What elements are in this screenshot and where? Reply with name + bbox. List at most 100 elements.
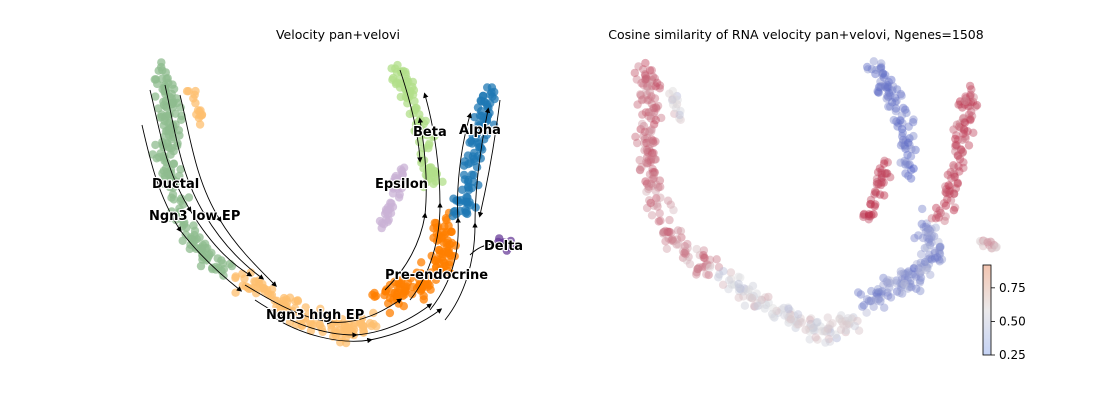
scatter-point — [873, 285, 883, 294]
scatter-point — [701, 262, 710, 271]
scatter-point — [286, 307, 295, 317]
scatter-point — [940, 216, 949, 226]
scatter-point — [641, 58, 650, 68]
scatter-point — [643, 96, 652, 105]
scatter-point — [896, 279, 905, 288]
scatter-point — [636, 125, 645, 134]
scatter-point — [784, 313, 793, 322]
scatter-point — [727, 280, 737, 289]
scatter-point — [755, 300, 764, 310]
scatter-point — [884, 77, 893, 87]
scatter-point — [735, 286, 744, 296]
scatter-point — [900, 140, 909, 150]
scatter-point — [648, 136, 658, 145]
scatter-point — [951, 140, 960, 149]
scatter-point — [752, 289, 761, 298]
scatter-point — [989, 240, 999, 250]
scatter-point — [823, 324, 832, 333]
scatter-point — [901, 144, 910, 153]
scatter-point — [825, 337, 835, 346]
colorbar: 0.25 0.50 0.75 — [982, 264, 1026, 362]
streamline — [469, 242, 508, 256]
scatter-point — [743, 287, 752, 296]
scatter-point — [960, 117, 969, 127]
scatter-point — [872, 291, 881, 300]
scatter-point — [863, 62, 872, 72]
scatter-point — [749, 291, 758, 301]
scatter-point — [305, 318, 315, 327]
scatter-point — [634, 62, 643, 71]
scatter-point — [293, 296, 303, 306]
scatter-point — [949, 206, 959, 215]
scatter-point — [844, 314, 853, 323]
scatter-point — [375, 216, 385, 226]
scatter-point — [429, 233, 438, 243]
velocity-streamlines — [141, 69, 508, 344]
scatter-point — [872, 288, 881, 297]
scatter-point — [790, 311, 799, 320]
scatter-point — [927, 214, 936, 223]
streamline — [141, 124, 243, 292]
scatter-point — [949, 189, 959, 198]
scatter-point — [960, 97, 969, 106]
scatter-point — [647, 92, 656, 101]
scatter-point — [864, 215, 873, 224]
scatter-point — [898, 139, 907, 148]
scatter-point — [665, 89, 674, 98]
scatter-point — [878, 69, 888, 78]
scatter-point — [876, 82, 885, 91]
scatter-point — [867, 210, 876, 220]
scatter-point — [641, 75, 650, 84]
scatter-point — [897, 111, 907, 120]
scatter-point — [177, 194, 186, 203]
scatter-point — [875, 64, 884, 74]
scatter-point — [925, 226, 935, 235]
scatter-point — [892, 276, 901, 285]
scatter-point — [637, 95, 647, 105]
scatter-point — [680, 242, 689, 251]
scatter-point — [472, 163, 482, 172]
scatter-point — [955, 97, 965, 106]
scatter-point — [645, 196, 654, 205]
scatter-point — [961, 96, 970, 106]
scatter-point — [883, 82, 892, 92]
scatter-point — [667, 228, 676, 238]
scatter-point — [724, 284, 733, 294]
scatter-point — [963, 127, 972, 136]
scatter-point — [944, 187, 953, 196]
scatter-point — [964, 110, 974, 119]
scatter-point — [805, 315, 815, 324]
scatter-point — [714, 273, 723, 282]
scatter-point — [871, 295, 880, 304]
scatter-point — [862, 295, 872, 304]
scatter-point — [923, 228, 933, 237]
scatter-point — [903, 150, 912, 160]
scatter-point — [873, 296, 882, 305]
scatter-point — [647, 75, 657, 85]
scatter-point — [779, 303, 788, 313]
scatter-point — [642, 179, 652, 188]
scatter-point — [878, 69, 887, 78]
colorbar-tick-label: 0.50 — [999, 314, 1026, 328]
scatter-point — [764, 292, 773, 302]
scatter-point — [916, 258, 925, 267]
scatter-point — [160, 172, 170, 181]
scatter-point — [698, 263, 707, 272]
scatter-point — [945, 186, 954, 195]
scatter-point — [896, 141, 906, 150]
scatter-point — [734, 272, 743, 281]
scatter-point — [876, 63, 886, 73]
scatter-point — [889, 115, 898, 125]
scatter-point — [920, 257, 930, 266]
scatter-point — [201, 244, 210, 253]
scatter-point — [904, 171, 913, 180]
scatter-point — [950, 203, 960, 212]
scatter-point — [825, 325, 834, 334]
scatter-point — [952, 141, 961, 150]
scatter-point — [659, 228, 668, 237]
scatter-point — [953, 151, 963, 160]
scatter-point — [675, 110, 684, 120]
scatter-point — [987, 244, 997, 253]
scatter-point — [841, 326, 851, 335]
scatter-point — [927, 238, 936, 247]
